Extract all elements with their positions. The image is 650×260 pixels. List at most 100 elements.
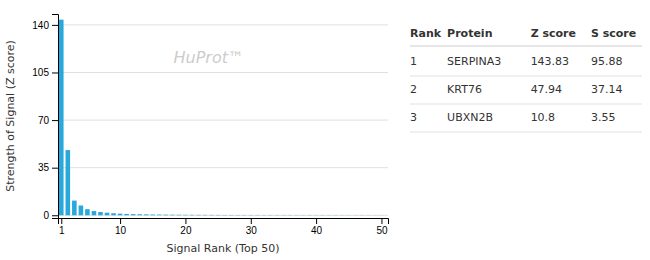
table-rule (410, 46, 642, 47)
tick: 10 (115, 218, 127, 236)
table-header: Z score (531, 27, 576, 40)
table-cell: 3 (410, 111, 417, 124)
tick-label: 35 (38, 162, 50, 173)
tick-label: 40 (311, 225, 323, 236)
tick-label: 20 (180, 225, 192, 236)
bar (353, 215, 358, 216)
grid-line (58, 72, 388, 73)
bar (164, 214, 169, 216)
tick: 0 (43, 210, 58, 221)
table-separator (410, 132, 642, 133)
tick-mark (185, 218, 186, 224)
table-cell: 47.94 (531, 83, 563, 96)
tick-label: 0 (43, 210, 49, 221)
chart: 0357010514011020304050HuProt™Signal Rank… (0, 0, 650, 260)
tick: 40 (311, 218, 323, 236)
bar (111, 213, 116, 215)
bar (222, 214, 227, 215)
bar (183, 214, 188, 215)
table-cell: 37.14 (591, 83, 623, 96)
tick-label: 30 (246, 225, 258, 236)
tick: 1 (59, 218, 65, 236)
axis-line (52, 15, 59, 219)
bar (209, 214, 214, 215)
bar (248, 215, 253, 216)
bar (118, 214, 123, 216)
bar (177, 214, 182, 216)
bar (137, 214, 142, 215)
bar (98, 212, 103, 215)
bar (196, 214, 201, 215)
bar (347, 215, 352, 216)
bar (320, 215, 325, 216)
tick: 35 (38, 162, 58, 173)
bar (262, 215, 267, 216)
grid-line (58, 120, 388, 121)
annotation: HuProt™ (174, 48, 244, 67)
table-cell: 95.88 (591, 55, 623, 68)
bar (190, 214, 195, 215)
bar (92, 211, 97, 215)
table-cell: 2 (410, 83, 417, 96)
bar (301, 215, 306, 216)
bar (170, 214, 175, 216)
tick-mark (61, 218, 62, 224)
tick-mark (120, 218, 121, 224)
bar (360, 215, 365, 216)
bar (379, 215, 384, 216)
bar (124, 214, 129, 215)
y-axis-title: Strength of Signal (Z score) (4, 40, 17, 192)
bar (366, 215, 371, 216)
table-cell: 3.55 (591, 111, 616, 124)
bar (333, 215, 338, 216)
tick-mark (251, 218, 252, 224)
bar (79, 205, 84, 215)
plot: 0357010514011020304050HuProt™ (32, 15, 388, 237)
bar (235, 215, 240, 216)
tick-label: 70 (38, 115, 50, 126)
tick-mark (316, 218, 317, 224)
tick-label: 1 (59, 225, 65, 236)
bar (105, 213, 110, 216)
bar (66, 150, 71, 215)
table-cell: KRT76 (447, 83, 482, 96)
bar (131, 214, 136, 215)
bar (255, 215, 260, 216)
table-cell: 143.83 (531, 55, 570, 68)
bar (373, 215, 378, 216)
bar (157, 214, 162, 216)
tick-mark (381, 218, 382, 224)
bar (294, 215, 299, 216)
grid (58, 25, 388, 215)
tick-mark (52, 72, 58, 73)
bar (288, 215, 293, 216)
tick: 70 (38, 115, 58, 126)
axis-line (59, 219, 389, 225)
table-separator (410, 76, 642, 77)
table-header: S score (591, 27, 636, 40)
tick: 50 (376, 218, 388, 236)
tick-mark (52, 168, 58, 169)
table-cell: 10.8 (531, 111, 556, 124)
table-header: Protein (447, 27, 492, 40)
bar (307, 215, 312, 216)
tick: 30 (246, 218, 258, 236)
y-axis: 03570105140 (32, 15, 58, 221)
bar (144, 214, 149, 216)
bar (203, 214, 208, 215)
tick-label: 105 (32, 67, 49, 78)
grid-line (58, 24, 388, 25)
tick-mark (52, 25, 58, 26)
bars (59, 20, 384, 216)
bar (229, 214, 234, 215)
bar (242, 215, 247, 216)
bar (59, 20, 64, 216)
table-cell: SERPINA3 (447, 55, 501, 68)
table-cell: UBXN2B (447, 111, 493, 124)
tick-label: 50 (376, 225, 388, 236)
bar (314, 215, 319, 216)
tick-label: 10 (115, 225, 127, 236)
bar (281, 215, 286, 216)
table: RankProteinZ scoreS score1SERPINA3143.83… (410, 27, 642, 132)
x-axis-title: Signal Rank (Top 50) (167, 242, 280, 255)
